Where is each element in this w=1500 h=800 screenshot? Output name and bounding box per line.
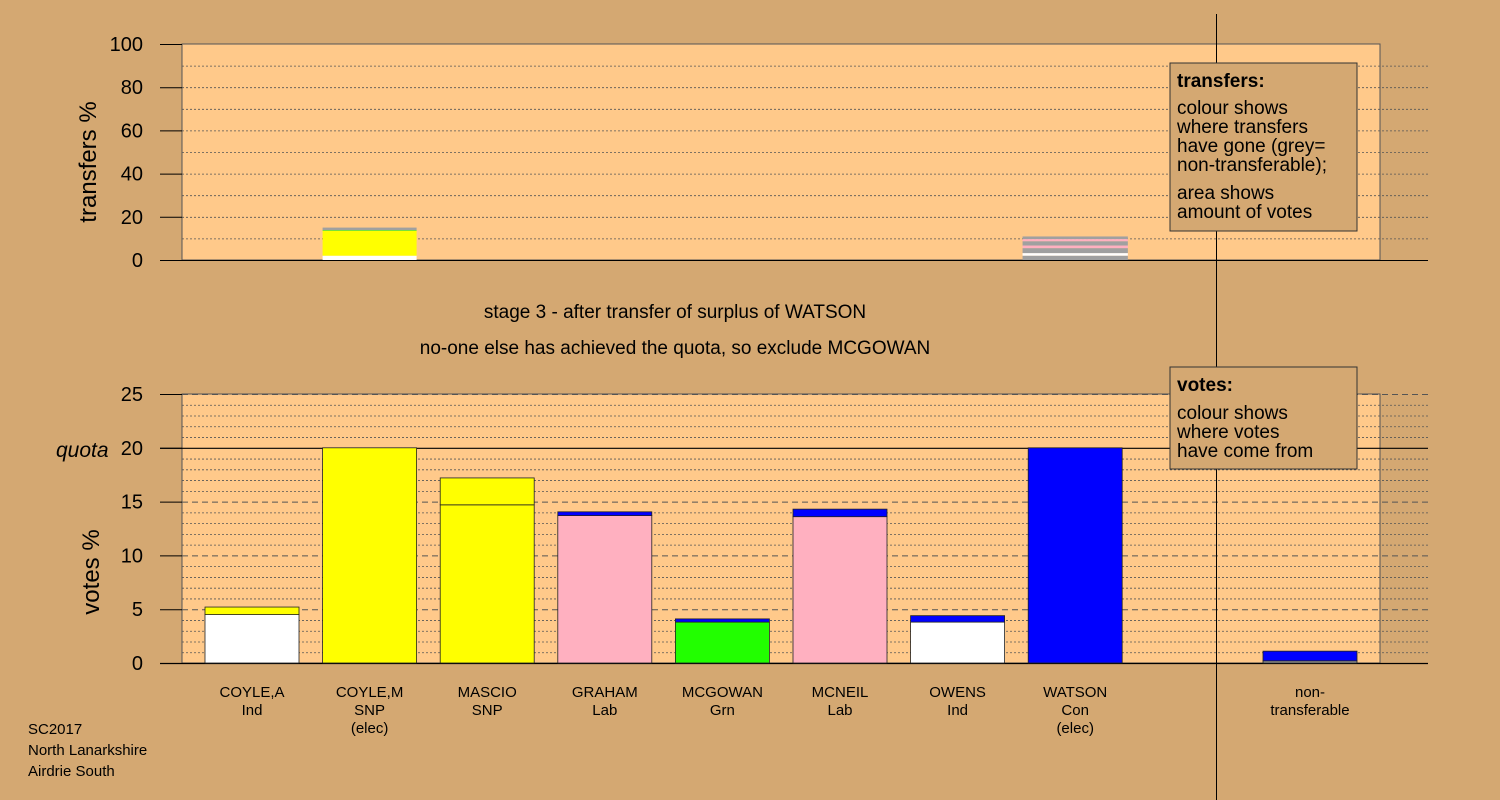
candidate-party: Lab <box>827 702 852 719</box>
candidate-name: MCNEIL <box>812 684 869 701</box>
transfer-bar-segment <box>322 227 417 231</box>
vote-bar-segment <box>1027 447 1123 664</box>
nontransferable-bar-segment <box>1262 650 1358 662</box>
candidate-name: MCGOWAN <box>682 684 763 701</box>
candidate-party: SNP <box>354 702 385 719</box>
candidate-party: Lab <box>592 702 617 719</box>
vote-bar-segment <box>910 615 1005 623</box>
ward-label: Airdrie South <box>28 763 115 780</box>
y-tick-label: 0 <box>132 250 143 272</box>
transfer-bar-segment <box>322 230 417 231</box>
y-tick-label: 60 <box>121 120 143 142</box>
vote-bar-segment <box>439 477 535 506</box>
transfers-legend-line: have gone (grey= <box>1177 136 1325 157</box>
transfers-bars <box>322 227 1128 260</box>
candidate-party: Con <box>1061 702 1089 719</box>
transfers-y-axis-label: transfers % <box>75 101 102 222</box>
y-tick-label: 0 <box>132 653 143 675</box>
transfers-legend-line: where transfers <box>1176 117 1308 138</box>
vote-bar-segment <box>322 447 418 664</box>
transfers-legend-line: area shows <box>1177 183 1274 204</box>
vote-bar-segment <box>439 504 535 664</box>
candidate-name: OWENS <box>929 684 986 701</box>
vote-bar-segment <box>204 606 300 615</box>
candidate-elected: (elec) <box>351 720 389 737</box>
election-label: SC2017 <box>28 721 82 738</box>
y-tick-label: 5 <box>132 599 143 621</box>
votes-legend-box <box>1169 366 1358 470</box>
y-tick-label: 20 <box>121 438 143 460</box>
y-tick-label: 100 <box>110 34 143 56</box>
vote-bar-segment <box>675 618 770 623</box>
transfer-bar-segment <box>1022 255 1128 260</box>
transfer-bar-segment <box>322 230 417 256</box>
nontransferable-label: non- <box>1295 684 1325 701</box>
vote-bar-segment <box>910 621 1005 664</box>
transfer-bar-segment <box>1022 236 1128 240</box>
candidate-party: Grn <box>710 702 735 719</box>
candidate-elected: (elec) <box>1056 720 1094 737</box>
votes-legend-line: where votes <box>1176 422 1279 443</box>
candidate-name: COYLE,A <box>219 684 284 701</box>
stage-caption: stage 3 - after transfer of surplus of W… <box>484 302 866 323</box>
vote-bar-segment <box>204 614 300 664</box>
transfer-bar-segment <box>1022 245 1128 249</box>
votes-y-axis-label: votes % <box>78 529 105 614</box>
transfer-bar-segment <box>1022 239 1128 242</box>
candidate-party: Ind <box>242 702 263 719</box>
vote-bar-segment <box>557 511 653 516</box>
transfers-legend: transfers: colour shows where transfers … <box>1169 62 1358 232</box>
transfer-bar-segment <box>1022 248 1128 254</box>
vote-bar-segment <box>792 516 888 664</box>
quota-label: quota <box>56 439 109 462</box>
y-tick-label: 20 <box>121 207 143 229</box>
votes-legend-line: have come from <box>1177 441 1313 462</box>
transfers-legend-title: transfers: <box>1177 71 1265 92</box>
transfer-bar-segment <box>1022 253 1128 256</box>
votes-legend: votes: colour shows where votes have com… <box>1169 366 1358 470</box>
y-tick-label: 15 <box>121 492 143 514</box>
vote-bar-segment <box>792 508 888 518</box>
transfers-legend-box <box>1169 62 1358 232</box>
council-label: North Lanarkshire <box>28 742 147 759</box>
y-tick-label: 10 <box>121 545 143 567</box>
vote-bar-segment <box>557 515 653 664</box>
transfer-bar-segment <box>322 255 417 260</box>
transfers-y-ticks: 0 20 40 60 80 100 <box>110 34 182 272</box>
candidate-name: COYLE,M <box>336 684 404 701</box>
transfer-bar-segment <box>1022 241 1128 246</box>
vote-bar-segment <box>675 621 770 664</box>
votes-bars <box>204 447 1358 664</box>
transfers-legend-line: non-transferable); <box>1177 155 1327 176</box>
votes-legend-title: votes: <box>1177 375 1233 396</box>
candidate-labels: COYLE,AIndCOYLE,MSNP(elec)MASCIOSNPGRAHA… <box>219 684 1349 737</box>
candidate-name: WATSON <box>1043 684 1107 701</box>
candidate-party: Ind <box>947 702 968 719</box>
nontransferable-label: transferable <box>1270 702 1349 719</box>
exclusion-caption: no-one else has achieved the quota, so e… <box>420 338 930 359</box>
transfers-legend-line: amount of votes <box>1177 202 1312 223</box>
candidate-name: MASCIO <box>458 684 517 701</box>
candidate-name: GRAHAM <box>572 684 638 701</box>
y-tick-label: 40 <box>121 164 143 186</box>
y-tick-label: 25 <box>121 384 143 406</box>
candidate-party: SNP <box>472 702 503 719</box>
votes-legend-line: colour shows <box>1177 403 1288 424</box>
y-tick-label: 80 <box>121 77 143 99</box>
transfers-legend-line: colour shows <box>1177 98 1288 119</box>
votes-y-ticks: 0 5 10 15 20 25 <box>121 384 182 675</box>
